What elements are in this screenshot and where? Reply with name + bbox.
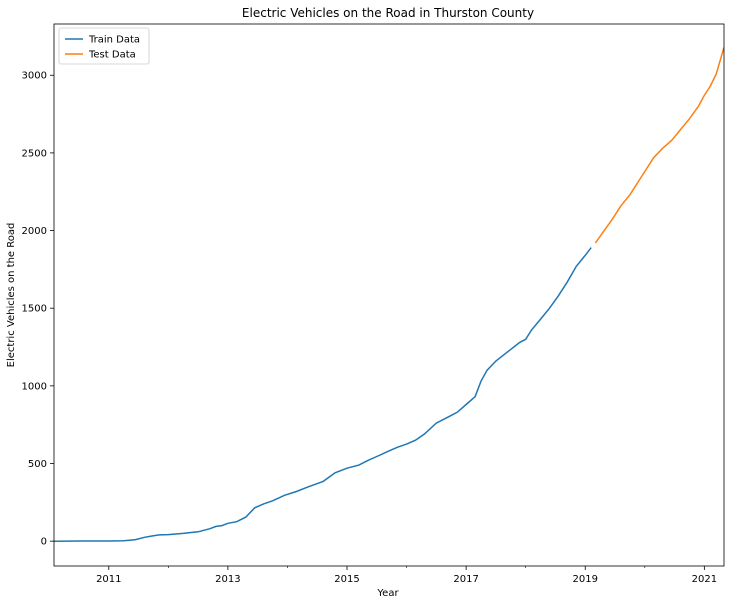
legend-label: Test Data [88,50,136,61]
y-tick-label: 2000 [22,226,47,237]
series-line-1 [54,247,592,542]
x-tick-label: 2013 [215,574,240,585]
series-line-2 [594,47,724,244]
y-tick-label: 500 [28,459,47,470]
x-tick-label: 2019 [573,574,598,585]
legend-box [58,27,150,65]
y-axis-label: Electric Vehicles on the Road [6,223,17,368]
legend-label: Train Data [88,35,140,46]
y-tick-label: 3000 [22,71,47,82]
axes: 2011 2013 2015 2017 2019 2021 0 500 1000 1500 2000… [22,23,725,585]
chart-title: Electric Vehicles on the Road in Thursto… [242,6,534,20]
x-tick-label: 2015 [334,574,359,585]
x-tick-label: 2011 [96,574,121,585]
y-tick-label: 2500 [22,148,47,159]
axes-frame [53,23,725,567]
plot-area [54,47,724,542]
x-tick-label: 2017 [453,574,478,585]
y-tick-label: 0 [41,537,47,548]
y-tick-label: 1500 [22,304,47,315]
legend: Train Data Test Data [58,27,150,65]
x-tick-label: 2021 [692,574,717,585]
x-axis-label: Year [376,588,399,599]
y-tick-label: 1000 [22,381,47,392]
